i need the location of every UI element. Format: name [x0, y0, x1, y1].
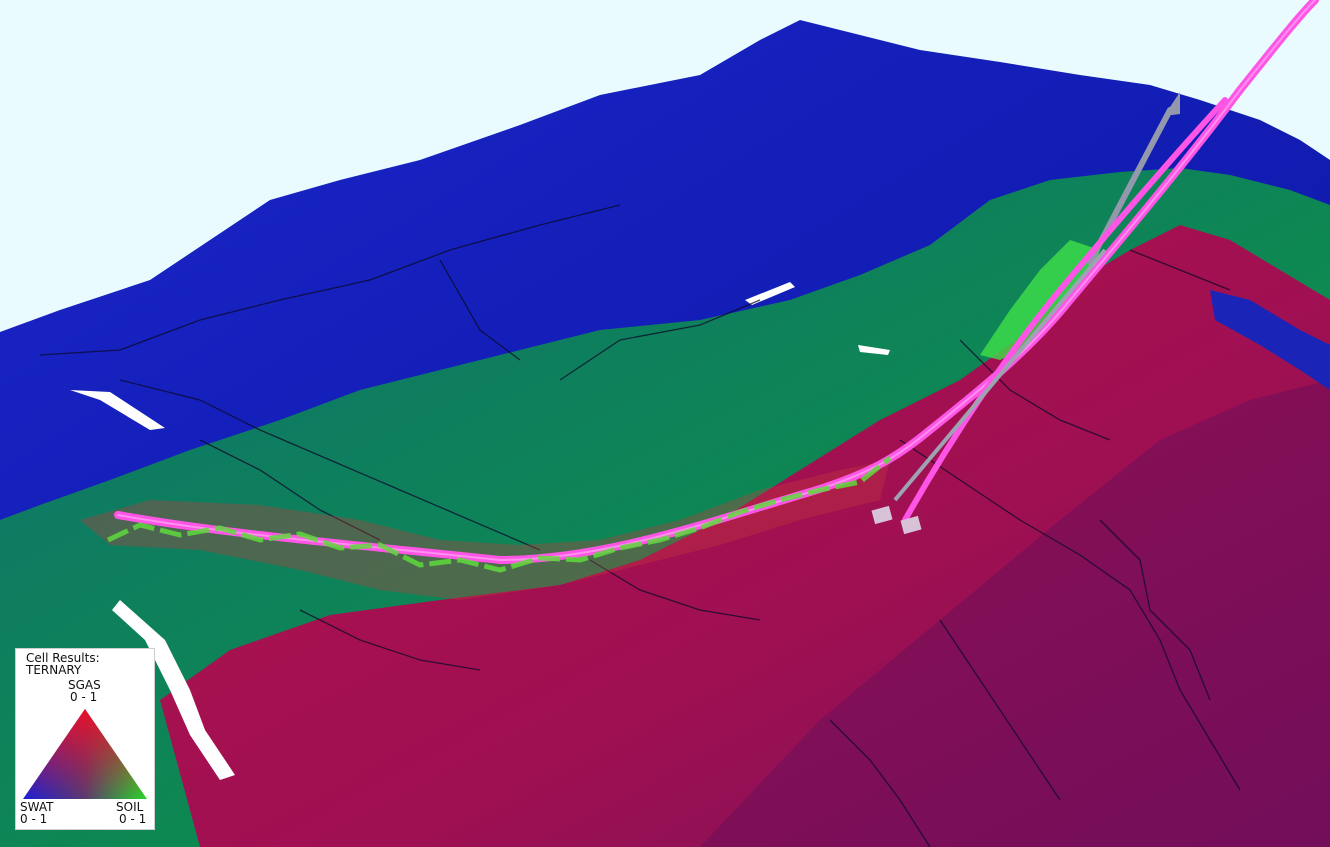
ternary-triangle: [23, 709, 147, 799]
legend-title-line1: Cell Results:: [26, 651, 100, 665]
legend-right-range: 0 - 1: [119, 812, 147, 826]
ternary-legend: Cell Results: TERNARY SGAS 0 - 1 SWAT 0 …: [15, 648, 155, 830]
legend-right-label: SOIL: [116, 800, 144, 814]
well-path: [114, 0, 1319, 565]
legend-left-range: 0 - 1: [20, 812, 48, 826]
legend-left-label: SWAT: [20, 800, 54, 814]
right-blue-strip: [1210, 290, 1330, 390]
well-cell-highlights: [80, 460, 890, 600]
completion-cells: [980, 240, 1100, 360]
fault-lines: [39, 204, 1241, 847]
legend-title-line2: TERNARY: [26, 663, 82, 677]
mixed-region: [700, 380, 1330, 847]
grid-gaps: [70, 282, 890, 780]
legend-top-label: SGAS: [68, 678, 101, 692]
well-head-marker: [871, 505, 922, 535]
well-trajectory-line: [893, 248, 1107, 502]
legend-top-range: 0 - 1: [70, 690, 98, 704]
completion-trajectory: [106, 456, 892, 573]
